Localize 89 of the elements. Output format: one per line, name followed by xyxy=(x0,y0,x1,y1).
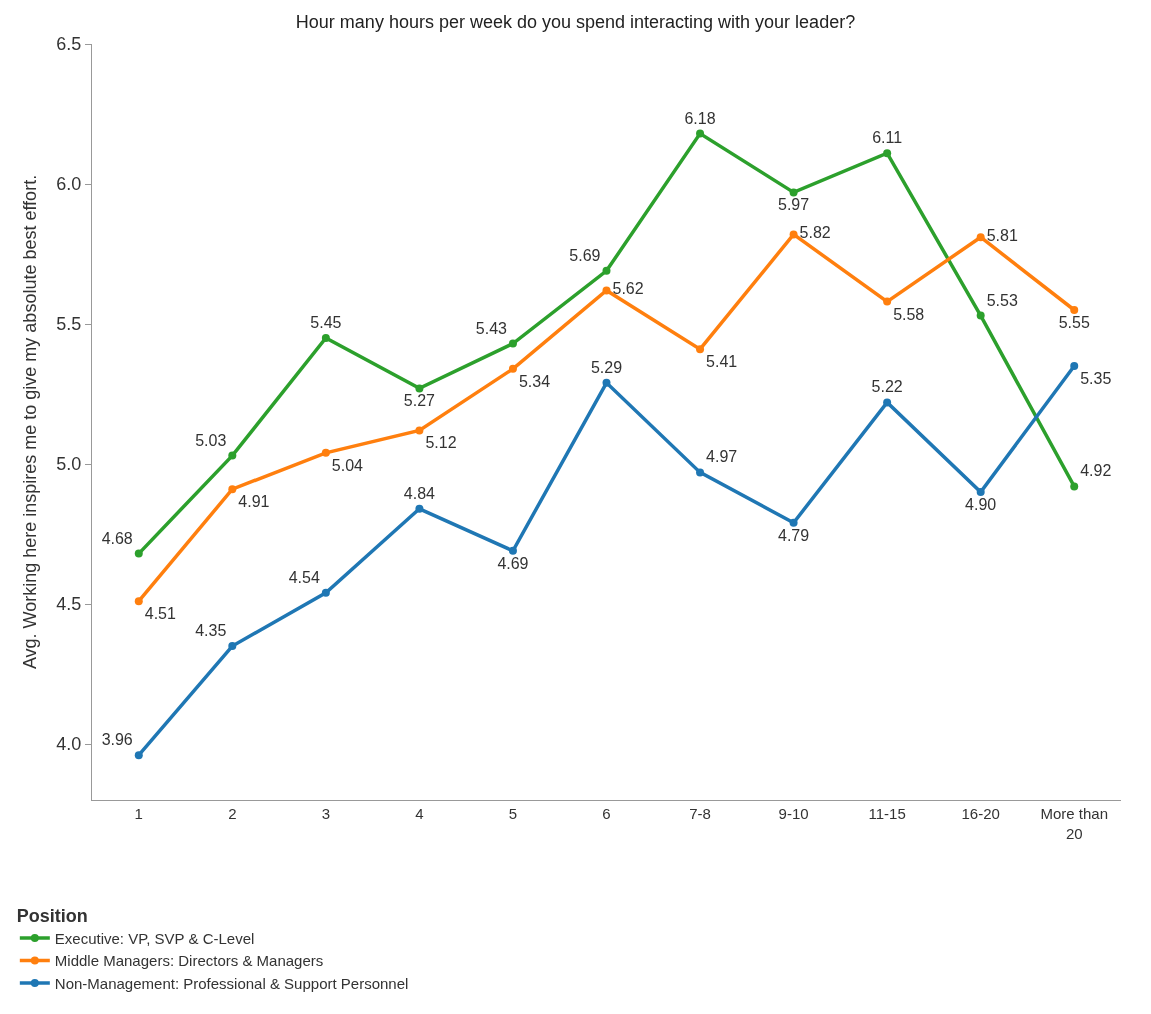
data-label: 5.81 xyxy=(986,227,1018,245)
point xyxy=(415,384,424,393)
point xyxy=(976,233,985,242)
data-label: 5.69 xyxy=(569,246,601,264)
y-tick-label: 5.5 xyxy=(56,314,82,335)
x-tick-label: 6 xyxy=(602,805,611,822)
data-label: 5.27 xyxy=(403,392,436,410)
x-tick-label: 11-15 xyxy=(868,805,906,822)
legend-label: Non-Management: Professional & Support Personnel xyxy=(54,974,409,992)
point xyxy=(134,751,143,760)
data-label: 5.34 xyxy=(518,372,551,390)
data-label: 4.92 xyxy=(1080,462,1112,480)
data-label: 5.41 xyxy=(706,353,738,371)
data-label: 4.84 xyxy=(403,484,436,502)
data-label: 4.68 xyxy=(101,529,133,547)
data-label: 5.03 xyxy=(195,431,227,449)
point xyxy=(228,451,237,460)
x-tick-label: 1 xyxy=(134,805,143,822)
chart-title: Hour many hours per week do you spend interacting with your leader? xyxy=(295,11,856,32)
data-label: 6.18 xyxy=(684,109,716,127)
point xyxy=(602,286,611,295)
point xyxy=(883,149,892,158)
point xyxy=(321,448,330,457)
point xyxy=(321,588,330,597)
data-label: 5.45 xyxy=(310,314,342,331)
legend-label: Middle Managers: Directors & Managers xyxy=(54,952,324,970)
point xyxy=(789,230,798,239)
point xyxy=(696,468,705,477)
point xyxy=(976,311,985,320)
data-label: 3.96 xyxy=(101,731,133,749)
data-label: 5.12 xyxy=(425,434,457,452)
x-tick-label: 9-10 xyxy=(778,805,809,822)
point xyxy=(1070,362,1079,370)
point xyxy=(602,378,611,387)
point xyxy=(228,485,237,494)
data-label: 4.69 xyxy=(497,554,529,572)
data-label: 4.90 xyxy=(965,496,997,513)
x-tick-label: 16-20 xyxy=(961,805,1000,822)
x-tick-label: More than 20 xyxy=(1040,805,1108,842)
data-label: 4.97 xyxy=(706,448,738,466)
y-tick-label: 4.5 xyxy=(56,594,82,615)
data-label: 5.82 xyxy=(799,224,831,242)
point xyxy=(1070,482,1079,491)
point xyxy=(789,518,798,527)
data-label: 5.04 xyxy=(331,456,364,474)
x-tick-label: 2 xyxy=(228,805,237,822)
x-tick-label: 5 xyxy=(508,805,518,822)
data-label: 5.58 xyxy=(893,305,925,323)
y-tick-label: 5.0 xyxy=(56,454,82,475)
point xyxy=(134,597,143,606)
data-label: 4.51 xyxy=(144,605,177,623)
legend-label: Executive: VP, SVP & C-Level xyxy=(54,929,255,947)
data-label: 5.43 xyxy=(475,319,508,337)
data-label: 5.53 xyxy=(986,291,1018,309)
point xyxy=(508,339,517,348)
point xyxy=(508,546,517,555)
point xyxy=(883,398,892,407)
data-label: 5.29 xyxy=(590,358,623,376)
data-label: 5.97 xyxy=(778,196,810,214)
point xyxy=(134,549,143,558)
point xyxy=(602,266,611,275)
data-label: 5.55 xyxy=(1058,314,1090,331)
point xyxy=(415,426,424,435)
x-tick-label: 3 xyxy=(321,805,331,822)
point xyxy=(508,364,517,373)
point xyxy=(696,345,705,354)
x-tick-label: 4 xyxy=(415,805,424,822)
data-label: 4.79 xyxy=(778,526,810,544)
data-label: 4.35 xyxy=(195,622,227,639)
data-label: 5.35 xyxy=(1080,370,1112,387)
y-axis-title: Avg. Working here inspires me to give my absolute best effort. xyxy=(19,174,40,670)
x-tick-label: 7-8 xyxy=(689,805,711,822)
data-label: 4.54 xyxy=(288,568,320,586)
data-label: 5.22 xyxy=(871,378,903,396)
data-label: 6.11 xyxy=(872,129,903,147)
point xyxy=(789,188,798,197)
point xyxy=(228,642,237,650)
data-label: 5.62 xyxy=(612,280,644,298)
point xyxy=(883,297,892,306)
point xyxy=(321,334,330,342)
point xyxy=(1070,306,1079,314)
point xyxy=(976,488,985,496)
y-tick-label: 4.0 xyxy=(56,734,82,755)
y-tick-label: 6.5 xyxy=(56,34,82,55)
point xyxy=(415,504,424,513)
legend-title: Position xyxy=(16,905,88,926)
data-label: 4.91 xyxy=(238,493,270,511)
y-tick-label: 6.0 xyxy=(56,174,82,195)
point xyxy=(696,129,705,138)
